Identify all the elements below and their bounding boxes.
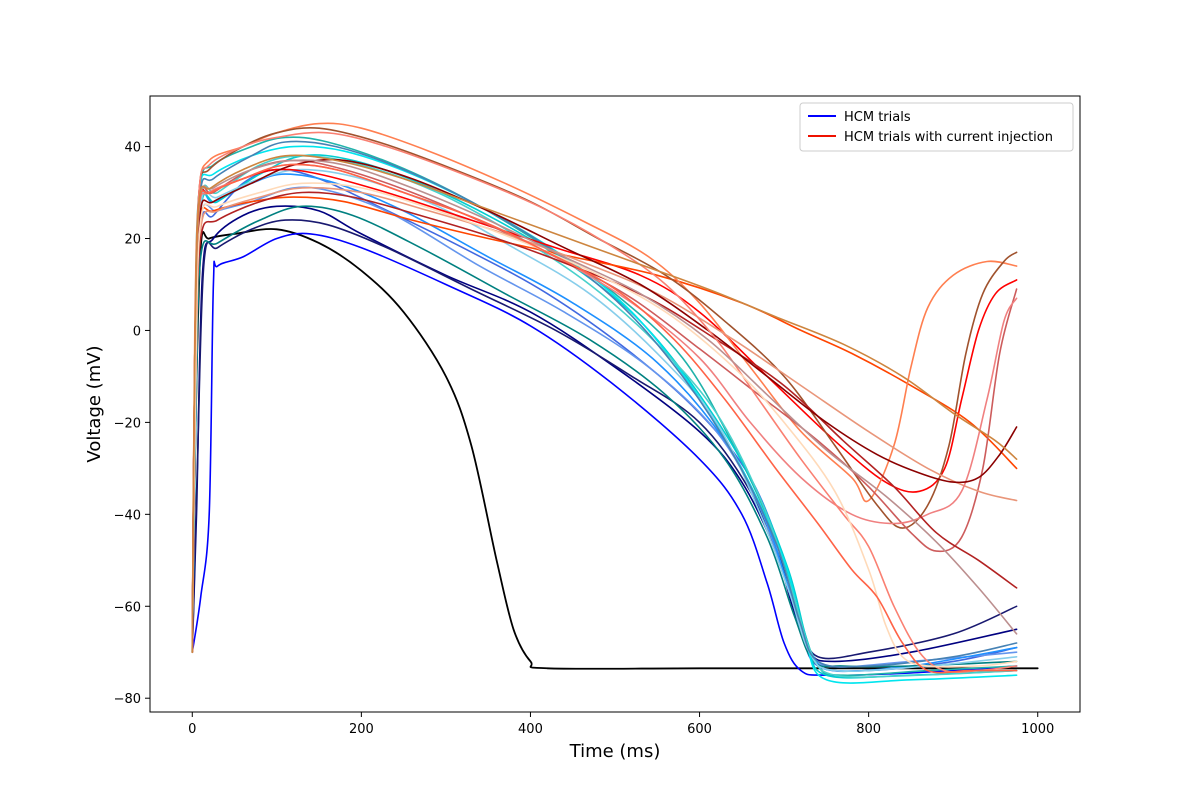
x-tick-label: 800 <box>856 722 881 737</box>
plot-frame <box>149 95 1081 713</box>
legend: HCM trials HCM trials with current inject… <box>799 102 1074 152</box>
series-line-16 <box>191 122 1018 653</box>
axes: 0 200 400 600 800 1000 −80 −60 −40 −20 0 20 40 <box>114 95 1081 737</box>
y-tick-label: −40 <box>114 508 141 523</box>
y-tick-label: −60 <box>114 600 141 615</box>
x-tick-label: 400 <box>518 722 543 737</box>
series-line-1 <box>191 232 1018 677</box>
series-line-23 <box>191 131 1018 673</box>
y-tick-label: 40 <box>124 141 141 156</box>
series-line-3 <box>191 219 1018 660</box>
x-tick-label: 0 <box>188 722 196 737</box>
series-line-0 <box>191 228 1039 670</box>
x-tick-label: 1000 <box>1021 722 1054 737</box>
x-axis-label: Time (ms) <box>569 741 661 762</box>
series-line-27 <box>191 154 1018 653</box>
y-tick-label: 20 <box>124 233 141 248</box>
series-line-22 <box>191 158 1018 649</box>
x-tick-label: 600 <box>687 722 712 737</box>
series-line-21 <box>191 191 1018 653</box>
series-line-17 <box>191 127 1018 653</box>
series-line-24 <box>191 182 1018 668</box>
series-lines <box>191 122 1039 684</box>
legend-label: HCM trials with current injection <box>844 130 1053 145</box>
x-tick-label: 200 <box>349 722 374 737</box>
y-tick-label: 0 <box>133 324 141 339</box>
y-tick-label: −80 <box>114 692 141 707</box>
y-tick-label: −20 <box>114 416 141 431</box>
y-axis-label: Voltage (mV) <box>84 345 105 462</box>
legend-box <box>799 102 1074 152</box>
legend-label: HCM trials <box>844 110 911 125</box>
series-line-7 <box>191 205 1018 668</box>
